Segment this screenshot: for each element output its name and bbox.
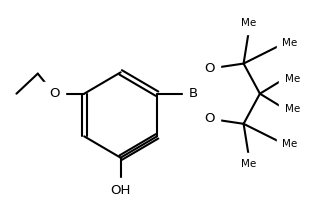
Text: OH: OH bbox=[111, 184, 131, 197]
Text: Me: Me bbox=[285, 104, 300, 114]
Text: Me: Me bbox=[241, 18, 256, 28]
Text: O: O bbox=[204, 112, 215, 125]
Text: Me: Me bbox=[283, 38, 298, 48]
Text: Me: Me bbox=[241, 159, 256, 169]
Text: O: O bbox=[49, 87, 59, 100]
Text: B: B bbox=[189, 87, 198, 100]
Text: Me: Me bbox=[283, 139, 298, 149]
Text: Me: Me bbox=[285, 74, 300, 84]
Text: O: O bbox=[204, 62, 215, 75]
